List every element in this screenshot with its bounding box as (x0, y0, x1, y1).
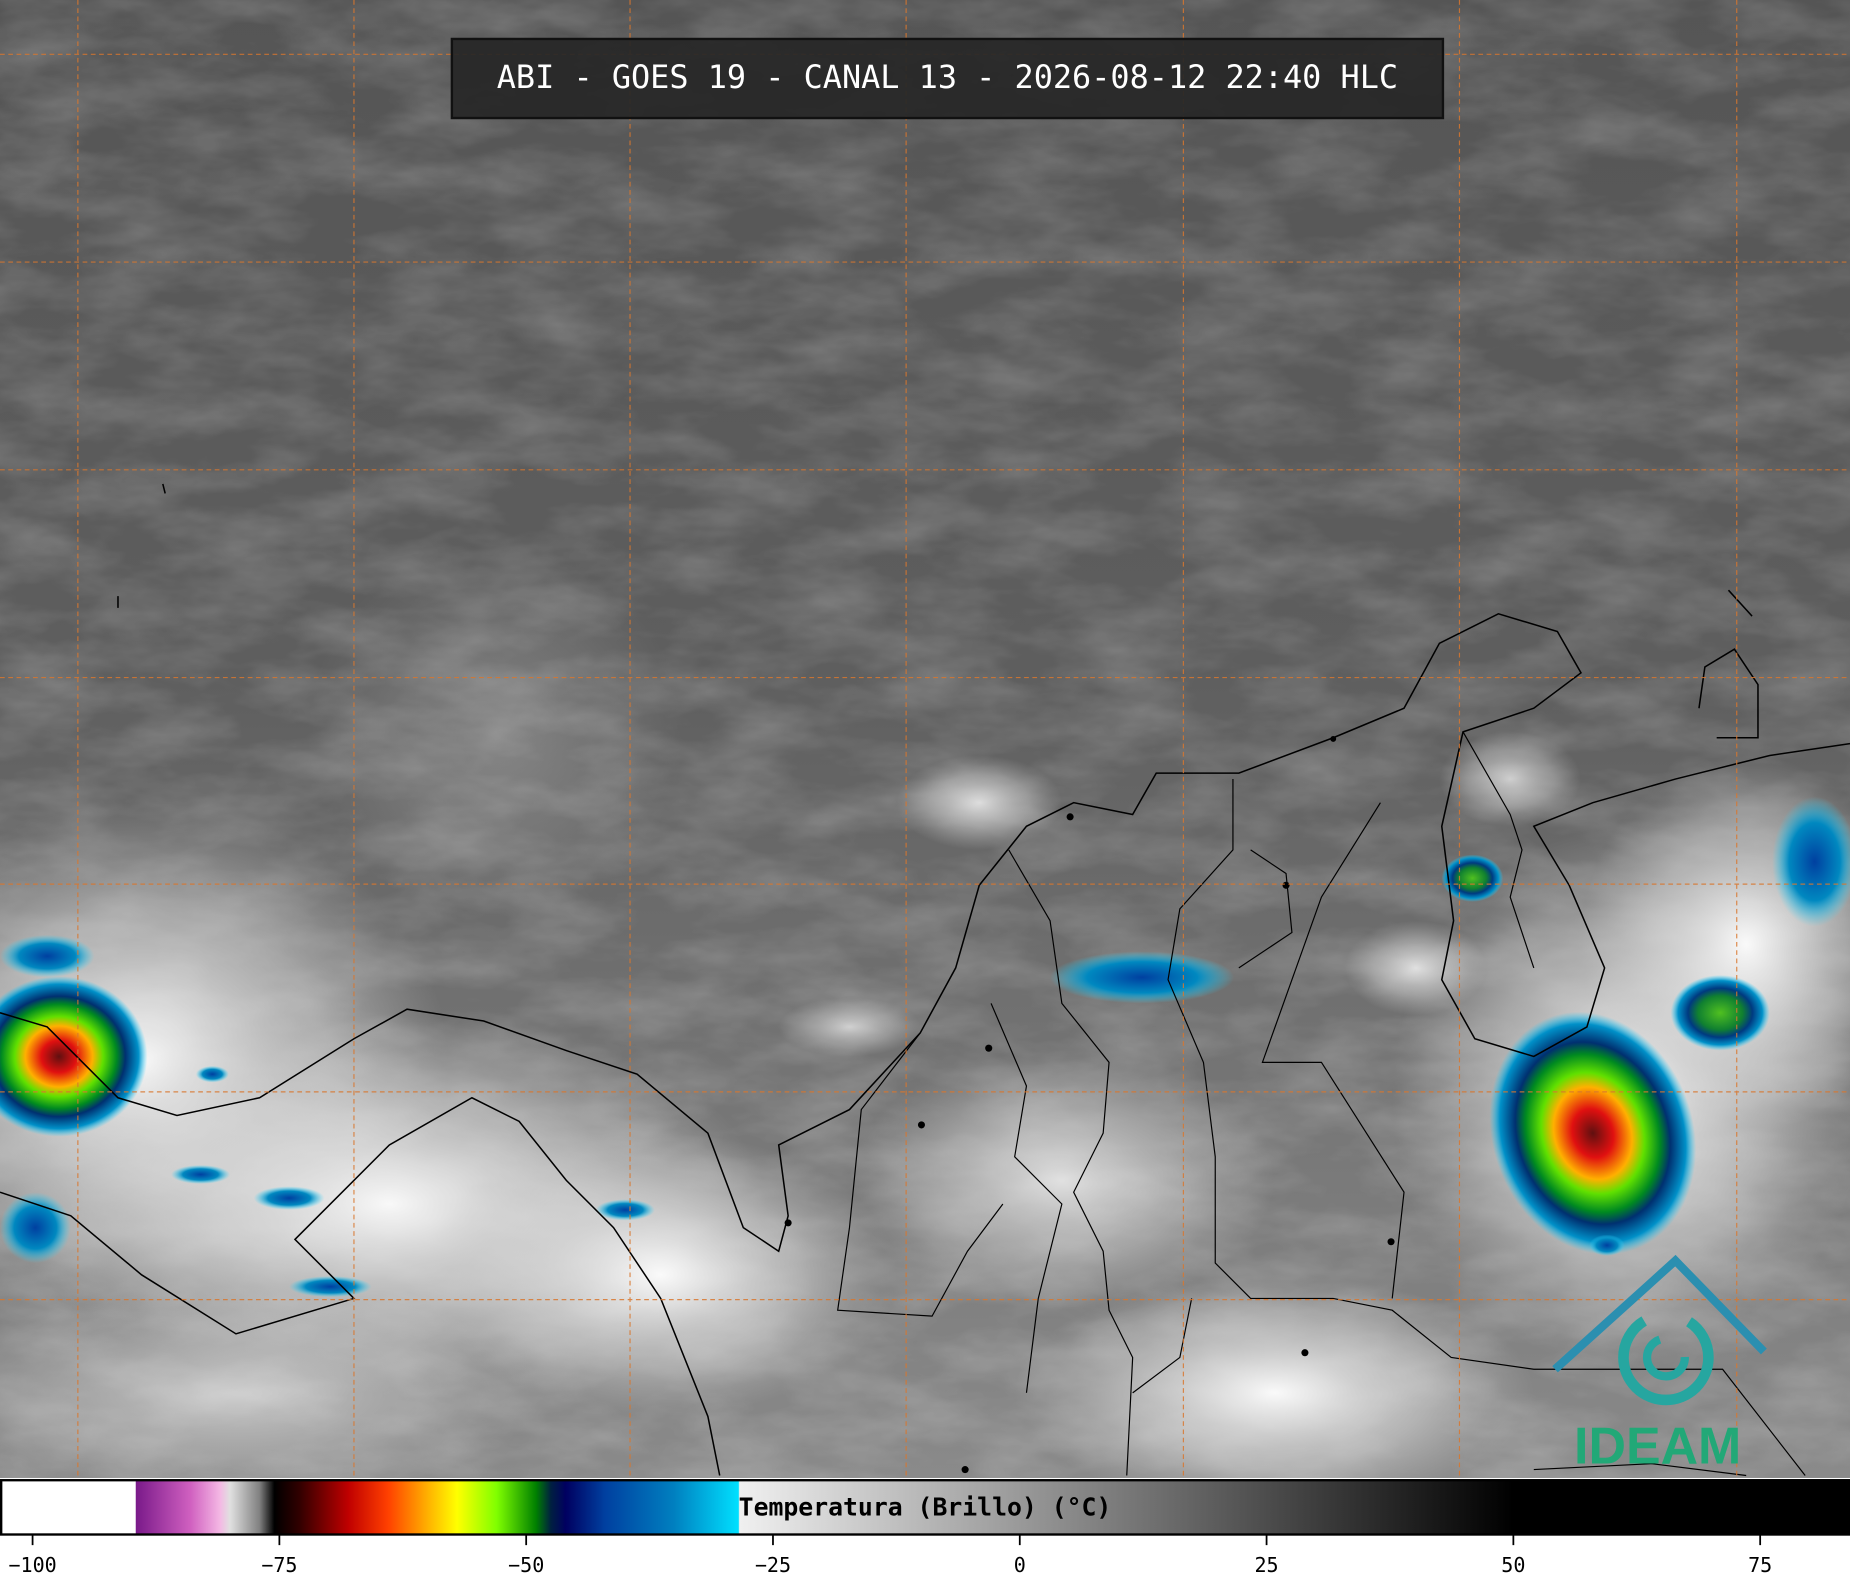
tick-label: 75 (1748, 1553, 1772, 1577)
title-box (450, 37, 1445, 120)
coastlines (0, 483, 1850, 1476)
logo: IDEAM (1552, 1254, 1767, 1476)
logo-swirl (1618, 1309, 1714, 1406)
borders (837, 731, 1806, 1477)
colorbar-ticks: −100 −75 −50 −25 0 25 50 75 (8, 1534, 1772, 1577)
logo-roof (1552, 1254, 1767, 1373)
tick-label: −25 (755, 1553, 791, 1577)
clouds (0, 542, 1850, 1511)
tick-label: −50 (508, 1553, 544, 1577)
colorbar (0, 1479, 1850, 1536)
tick-label: −75 (261, 1553, 297, 1577)
logo-text: IDEAM (1574, 1418, 1741, 1476)
cities (784, 735, 1395, 1474)
logo-swirl-inner (1642, 1334, 1689, 1381)
title: ABI - GOES 19 - CANAL 13 - 2026-08-12 22… (497, 58, 1398, 96)
tick-label: −100 (8, 1553, 56, 1577)
tick-label: 50 (1501, 1553, 1525, 1577)
colorbar-label: Temperatura (Brillo) (°C) (739, 1493, 1112, 1522)
tick-label: 0 (1014, 1553, 1026, 1577)
tick-label: 25 (1255, 1553, 1279, 1577)
